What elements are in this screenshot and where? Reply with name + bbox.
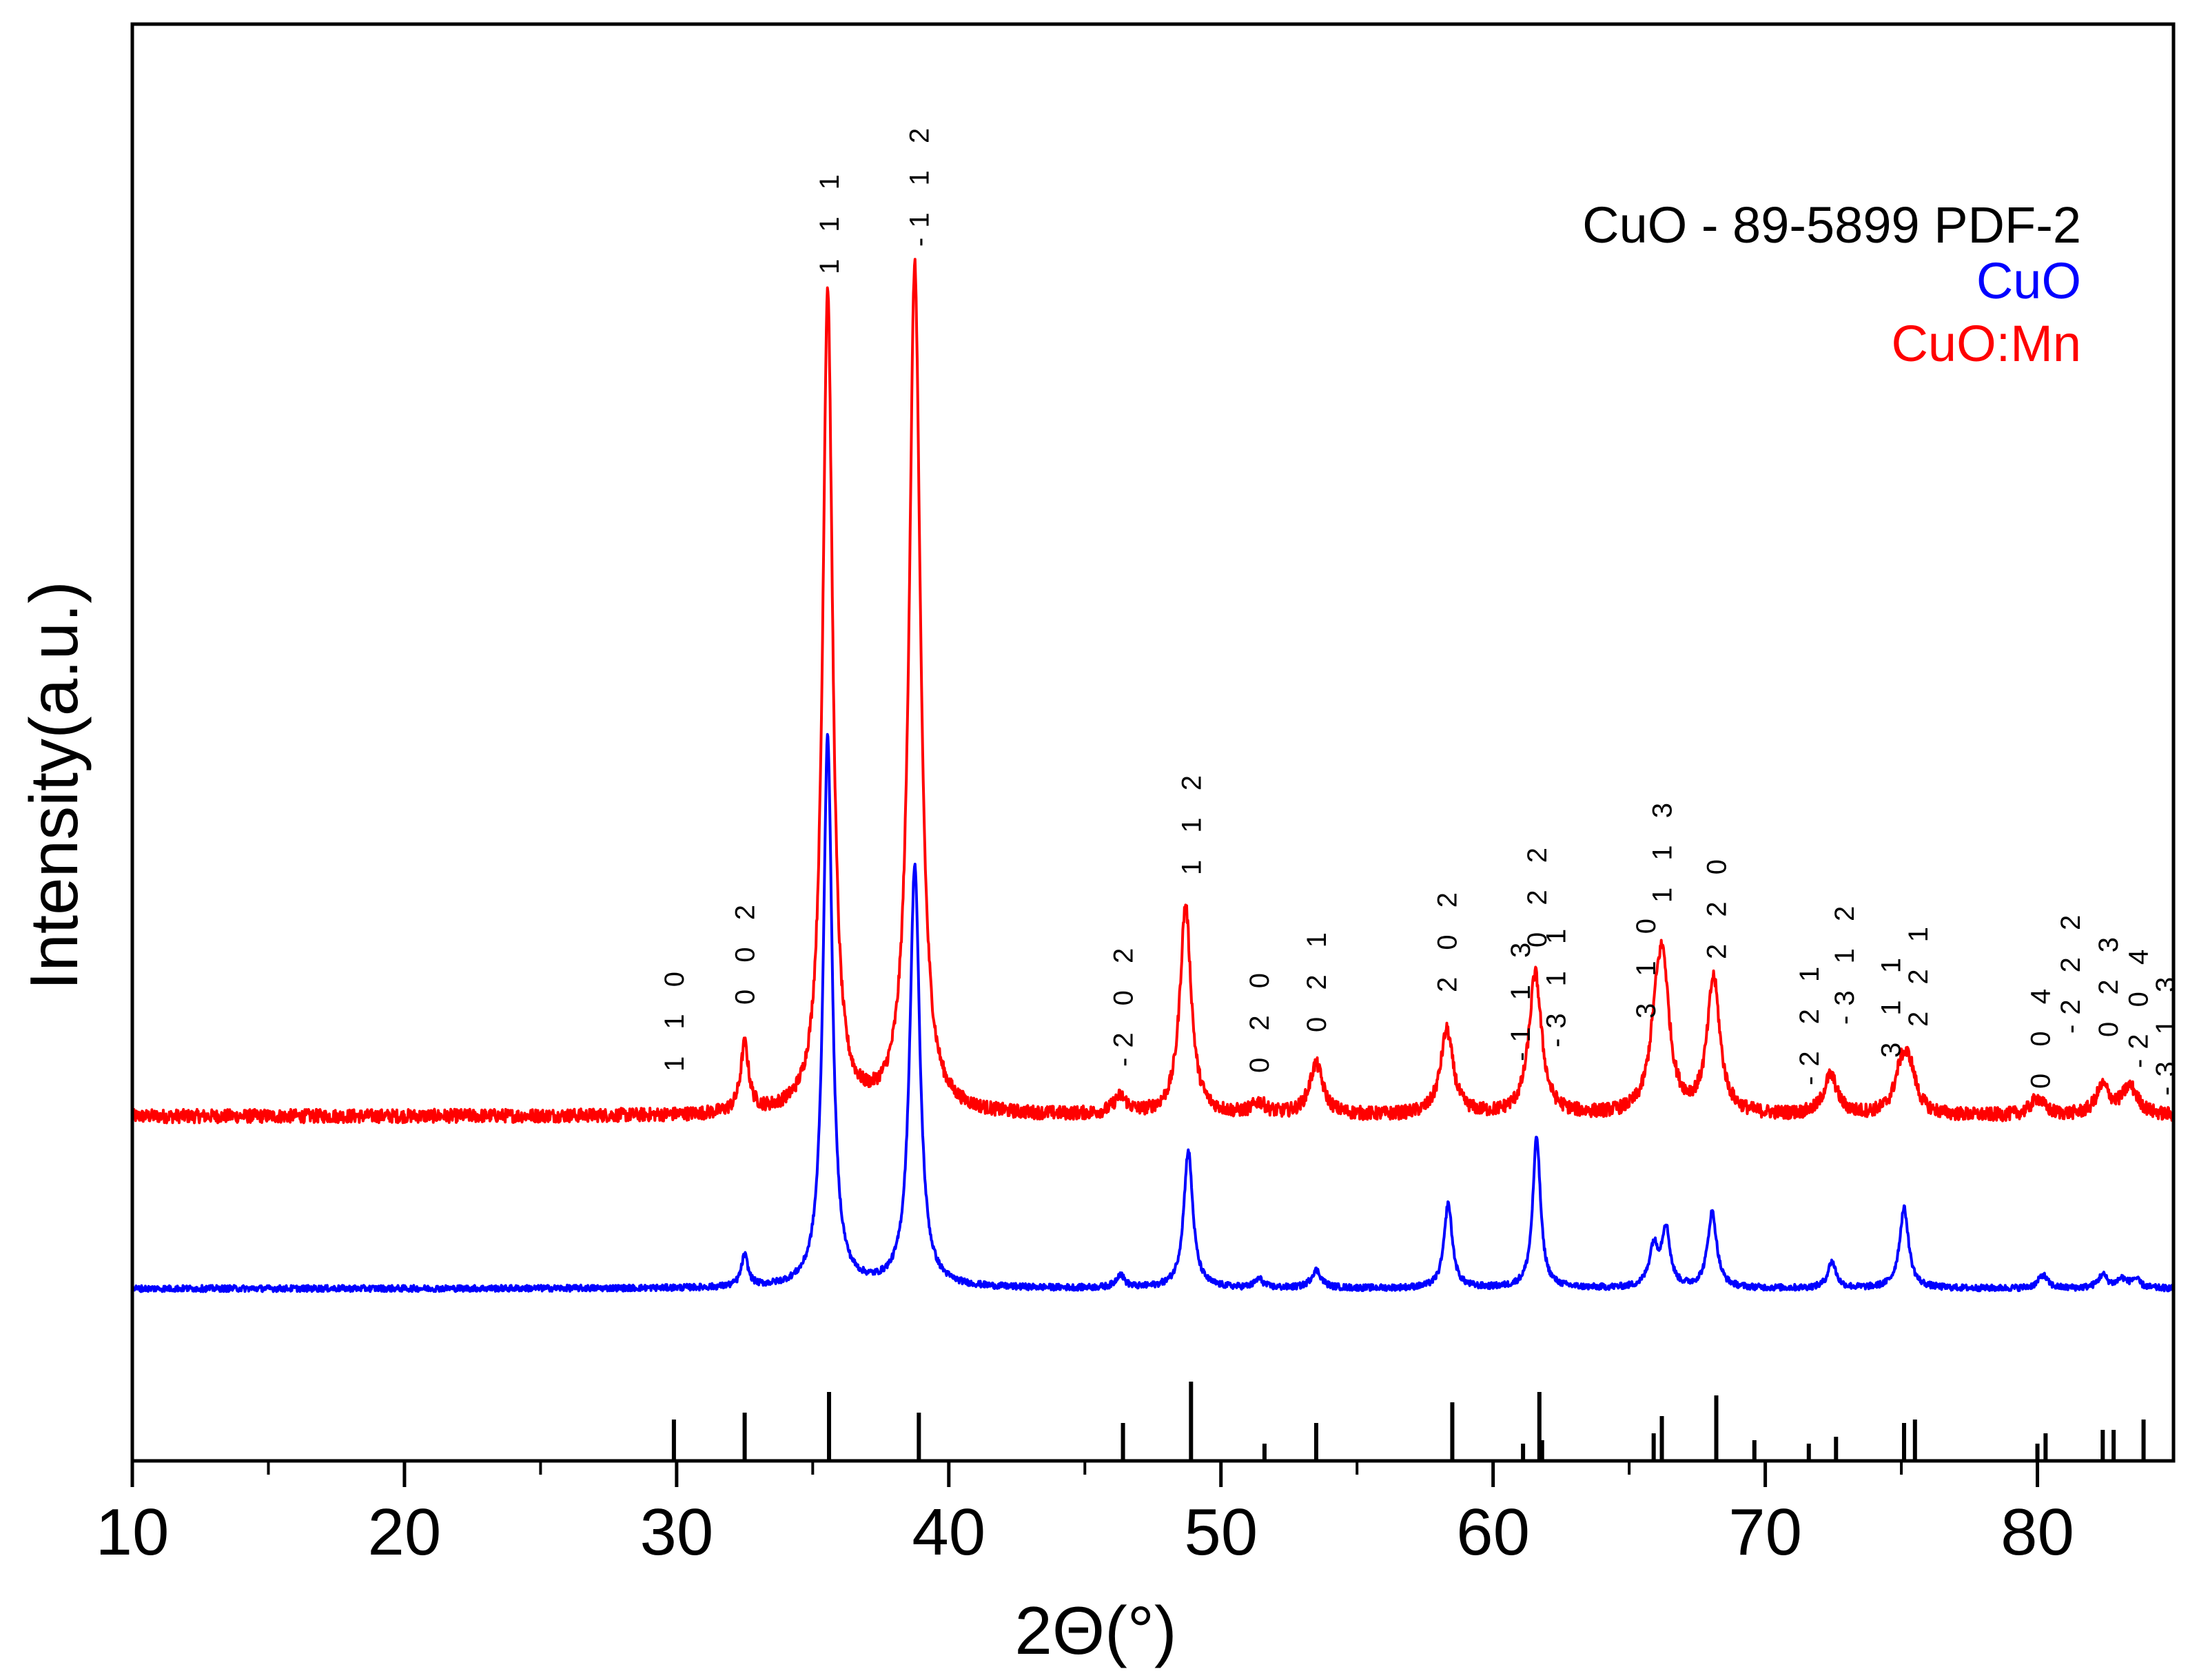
- hkl-label: 2 2 1: [1903, 917, 1934, 1027]
- legend-entry-reference: CuO - 89-5899 PDF-2: [1582, 196, 2081, 254]
- hkl-label: -3 1 1: [1542, 919, 1572, 1047]
- hkl-label: -2 2 1: [1794, 957, 1825, 1085]
- hkl-label: -3 1 3: [2151, 967, 2181, 1096]
- x-tick-label: 40: [912, 1495, 985, 1569]
- y-axis-title: Intensity(a.u.): [16, 581, 92, 990]
- hkl-label: -2 0 2: [1109, 939, 1139, 1067]
- x-tick-label: 50: [1184, 1495, 1258, 1569]
- hkl-label: -2 0 4: [2124, 940, 2154, 1068]
- legend-entry-cuo: CuO: [1976, 252, 2081, 309]
- hkl-label: -1 1 2: [904, 119, 934, 247]
- hkl-label: 2 2 0: [1702, 850, 1732, 959]
- x-tick-label: 70: [1728, 1495, 1802, 1569]
- hkl-label: 3 1 1: [1876, 948, 1906, 1058]
- hkl-label: 0 2 1: [1302, 923, 1332, 1032]
- hkl-label: 0 0 2: [730, 895, 761, 1005]
- hkl-label: 0 0 4: [2026, 979, 2056, 1089]
- hkl-label: 1 1 0: [659, 962, 690, 1072]
- hkl-label: -2 2 2: [2056, 905, 2086, 1034]
- hkl-label: 0 2 0: [1245, 963, 1275, 1073]
- plot-frame: [130, 22, 2176, 1463]
- hkl-label: -1 1 3: [1506, 933, 1536, 1061]
- x-axis: 10 20 30 40 50 60 70 80: [96, 1461, 2074, 1569]
- x-axis-title: 2Θ(°): [1014, 1592, 1176, 1668]
- series-line-cuo-mn: [131, 258, 2175, 1125]
- hkl-label: -3 1 2: [1830, 897, 1860, 1025]
- hkl-label: 1 1 1: [815, 165, 845, 274]
- series-line-cuo: [131, 733, 2175, 1293]
- hkl-label: 1 1 3: [1648, 793, 1678, 903]
- hkl-label: 0 2 2: [1522, 838, 1553, 947]
- hkl-label: 2 0 2: [1433, 883, 1463, 992]
- hkl-label: 3 1 0: [1631, 909, 1661, 1018]
- x-tick-label: 20: [368, 1495, 442, 1569]
- legend-entry-cuo-mn: CuO:Mn: [1891, 315, 2081, 372]
- x-tick-label: 80: [2001, 1495, 2074, 1569]
- x-tick-label: 60: [1456, 1495, 1530, 1569]
- hkl-label: 0 2 3: [2094, 928, 2124, 1037]
- hkl-label: 1 1 2: [1176, 766, 1207, 875]
- legend: CuO - 89-5899 PDF-2 CuO CuO:Mn: [1582, 196, 2081, 372]
- x-tick-label: 30: [640, 1495, 713, 1569]
- hkl-annotations: 1 1 0 0 0 2 1 1 1 -1 1 2 -2 0 2 1 1 2 0 2 0 0 2…: [659, 119, 2181, 1096]
- x-tick-label: 10: [96, 1495, 170, 1569]
- plot-layer: [131, 258, 2175, 1461]
